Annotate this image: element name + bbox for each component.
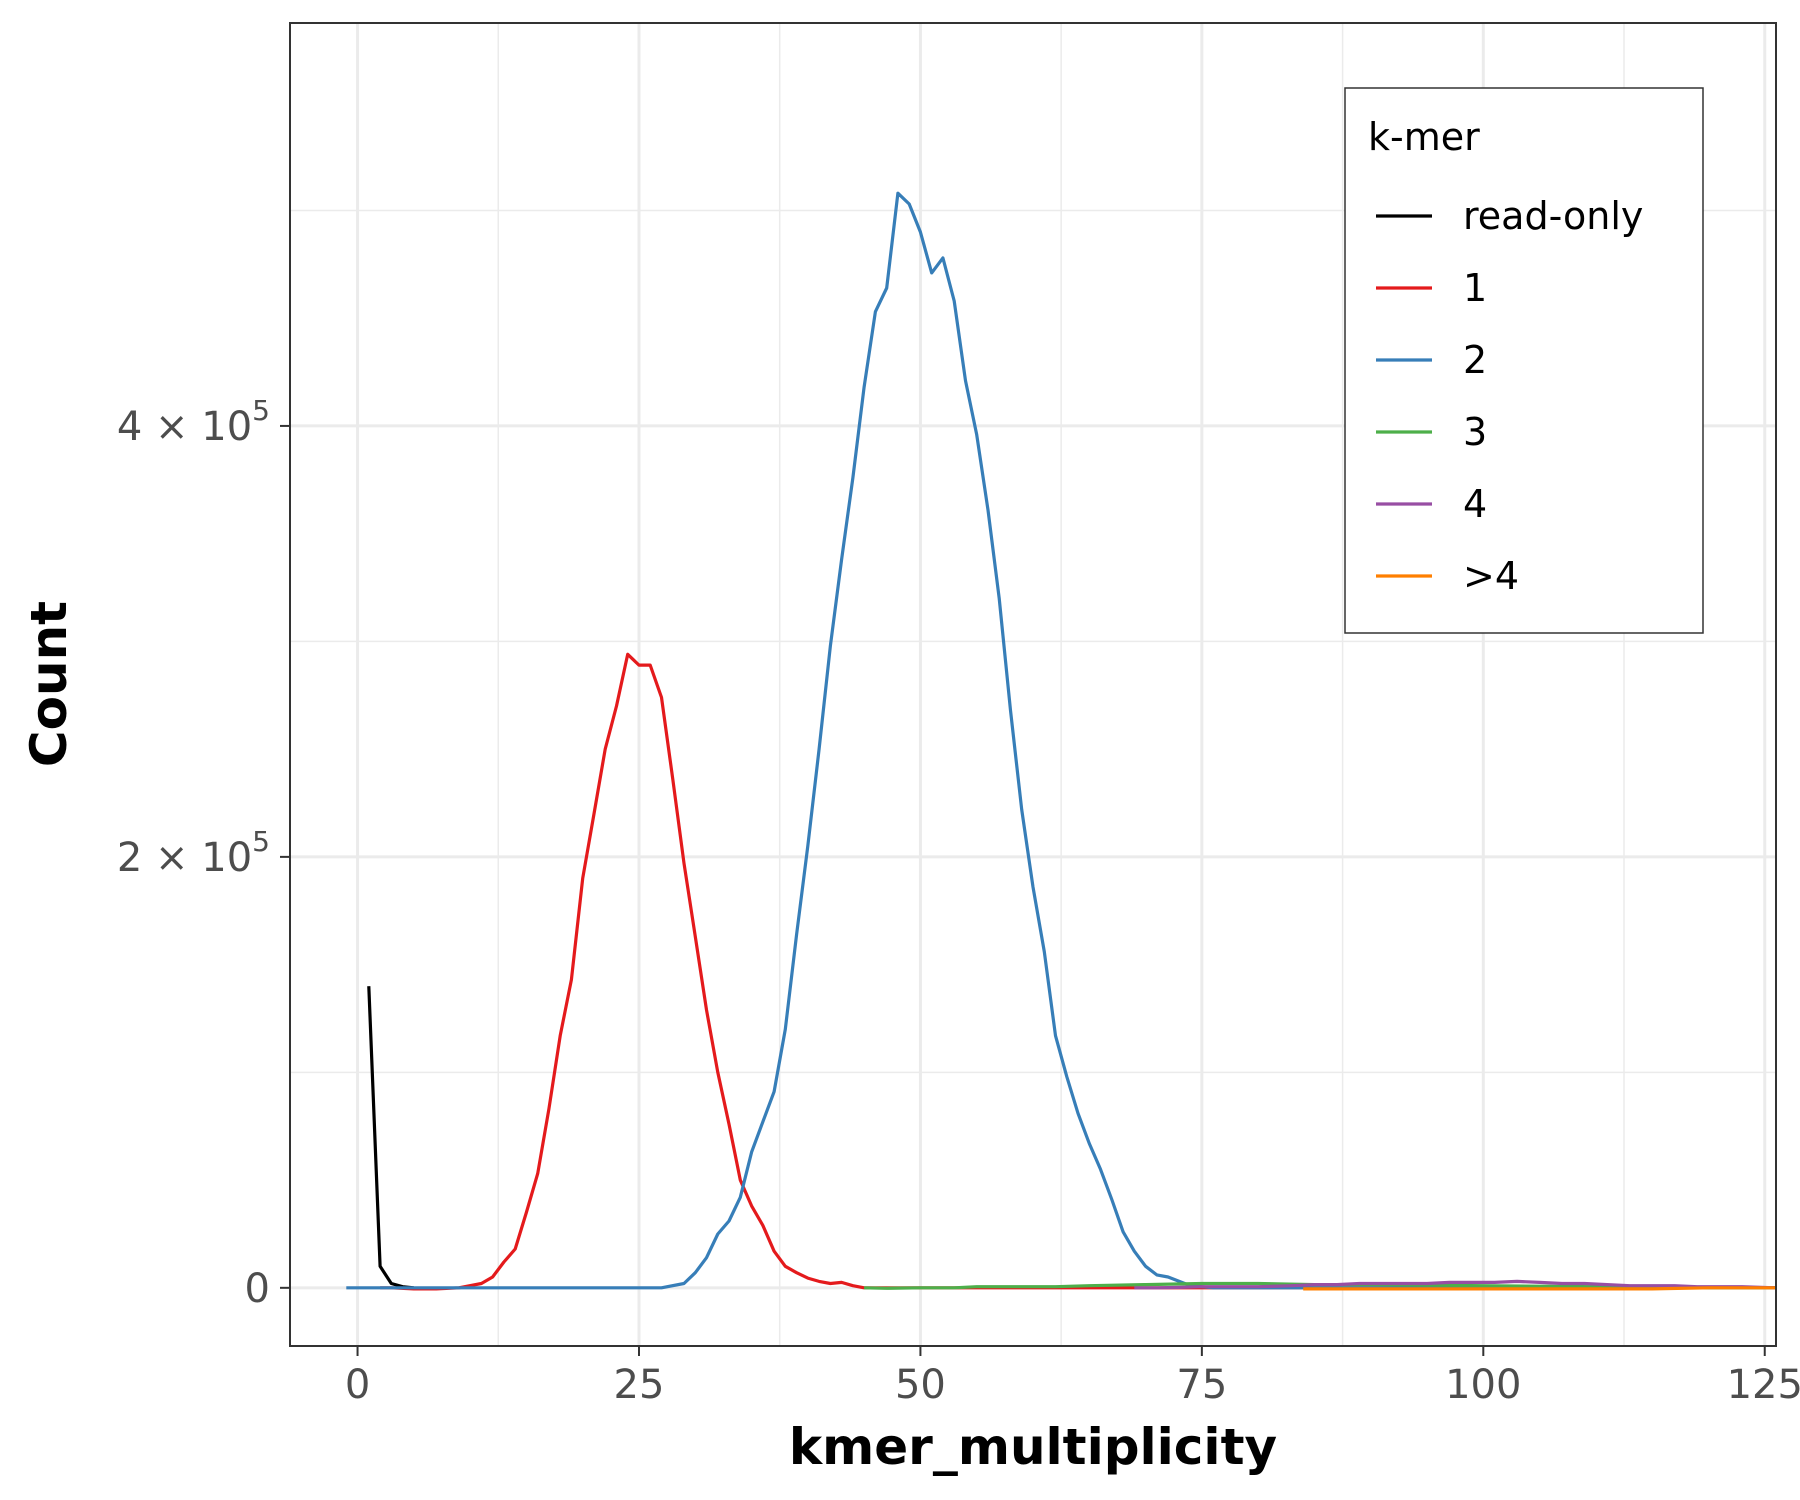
series-line-4 [1134, 1279, 1776, 1290]
legend-label: 2 [1463, 338, 1487, 382]
plot-border [289, 22, 1777, 1347]
y-tick-mantissa: 4 × 10 [117, 404, 252, 450]
legend-title: k-mer [1368, 115, 1480, 159]
y-tick-label: 4 × 105 [117, 394, 270, 450]
y-tick-label: 0 [245, 1266, 270, 1312]
x-tick-label: 25 [614, 1362, 665, 1408]
grid-minor [290, 23, 1776, 1346]
y-tick-mantissa: 2 × 10 [117, 835, 252, 881]
legend-label: 4 [1463, 482, 1487, 526]
legend-label: >4 [1463, 554, 1519, 598]
y-tick-mantissa: 0 [245, 1266, 270, 1312]
legend-label: 3 [1463, 410, 1487, 454]
legend-items: read-only 1 2 3 4 >4 [1376, 194, 1643, 598]
series-line-4 [1303, 1286, 1776, 1291]
y-tick-label: 2 × 105 [117, 825, 270, 881]
x-tick-label: 100 [1445, 1362, 1521, 1408]
x-tick-label: 50 [895, 1362, 946, 1408]
y-axis-title: Count [20, 601, 78, 767]
series-layer [346, 191, 1776, 1291]
y-tick-exponent: 5 [252, 394, 270, 427]
x-tick-label: 125 [1727, 1362, 1800, 1408]
y-tick-exponent: 5 [252, 825, 270, 858]
x-axis-title: kmer_multiplicity [789, 1418, 1277, 1476]
series-line-3 [864, 1281, 1776, 1290]
x-axis: 0 25 50 75 100 125 [345, 1346, 1800, 1408]
x-tick-label: 75 [1176, 1362, 1227, 1408]
legend-label: 1 [1463, 266, 1487, 310]
x-tick-label: 0 [345, 1362, 370, 1408]
legend-label: read-only [1463, 194, 1643, 238]
legend: k-mer read-only 1 2 3 4 >4 [1344, 87, 1704, 634]
